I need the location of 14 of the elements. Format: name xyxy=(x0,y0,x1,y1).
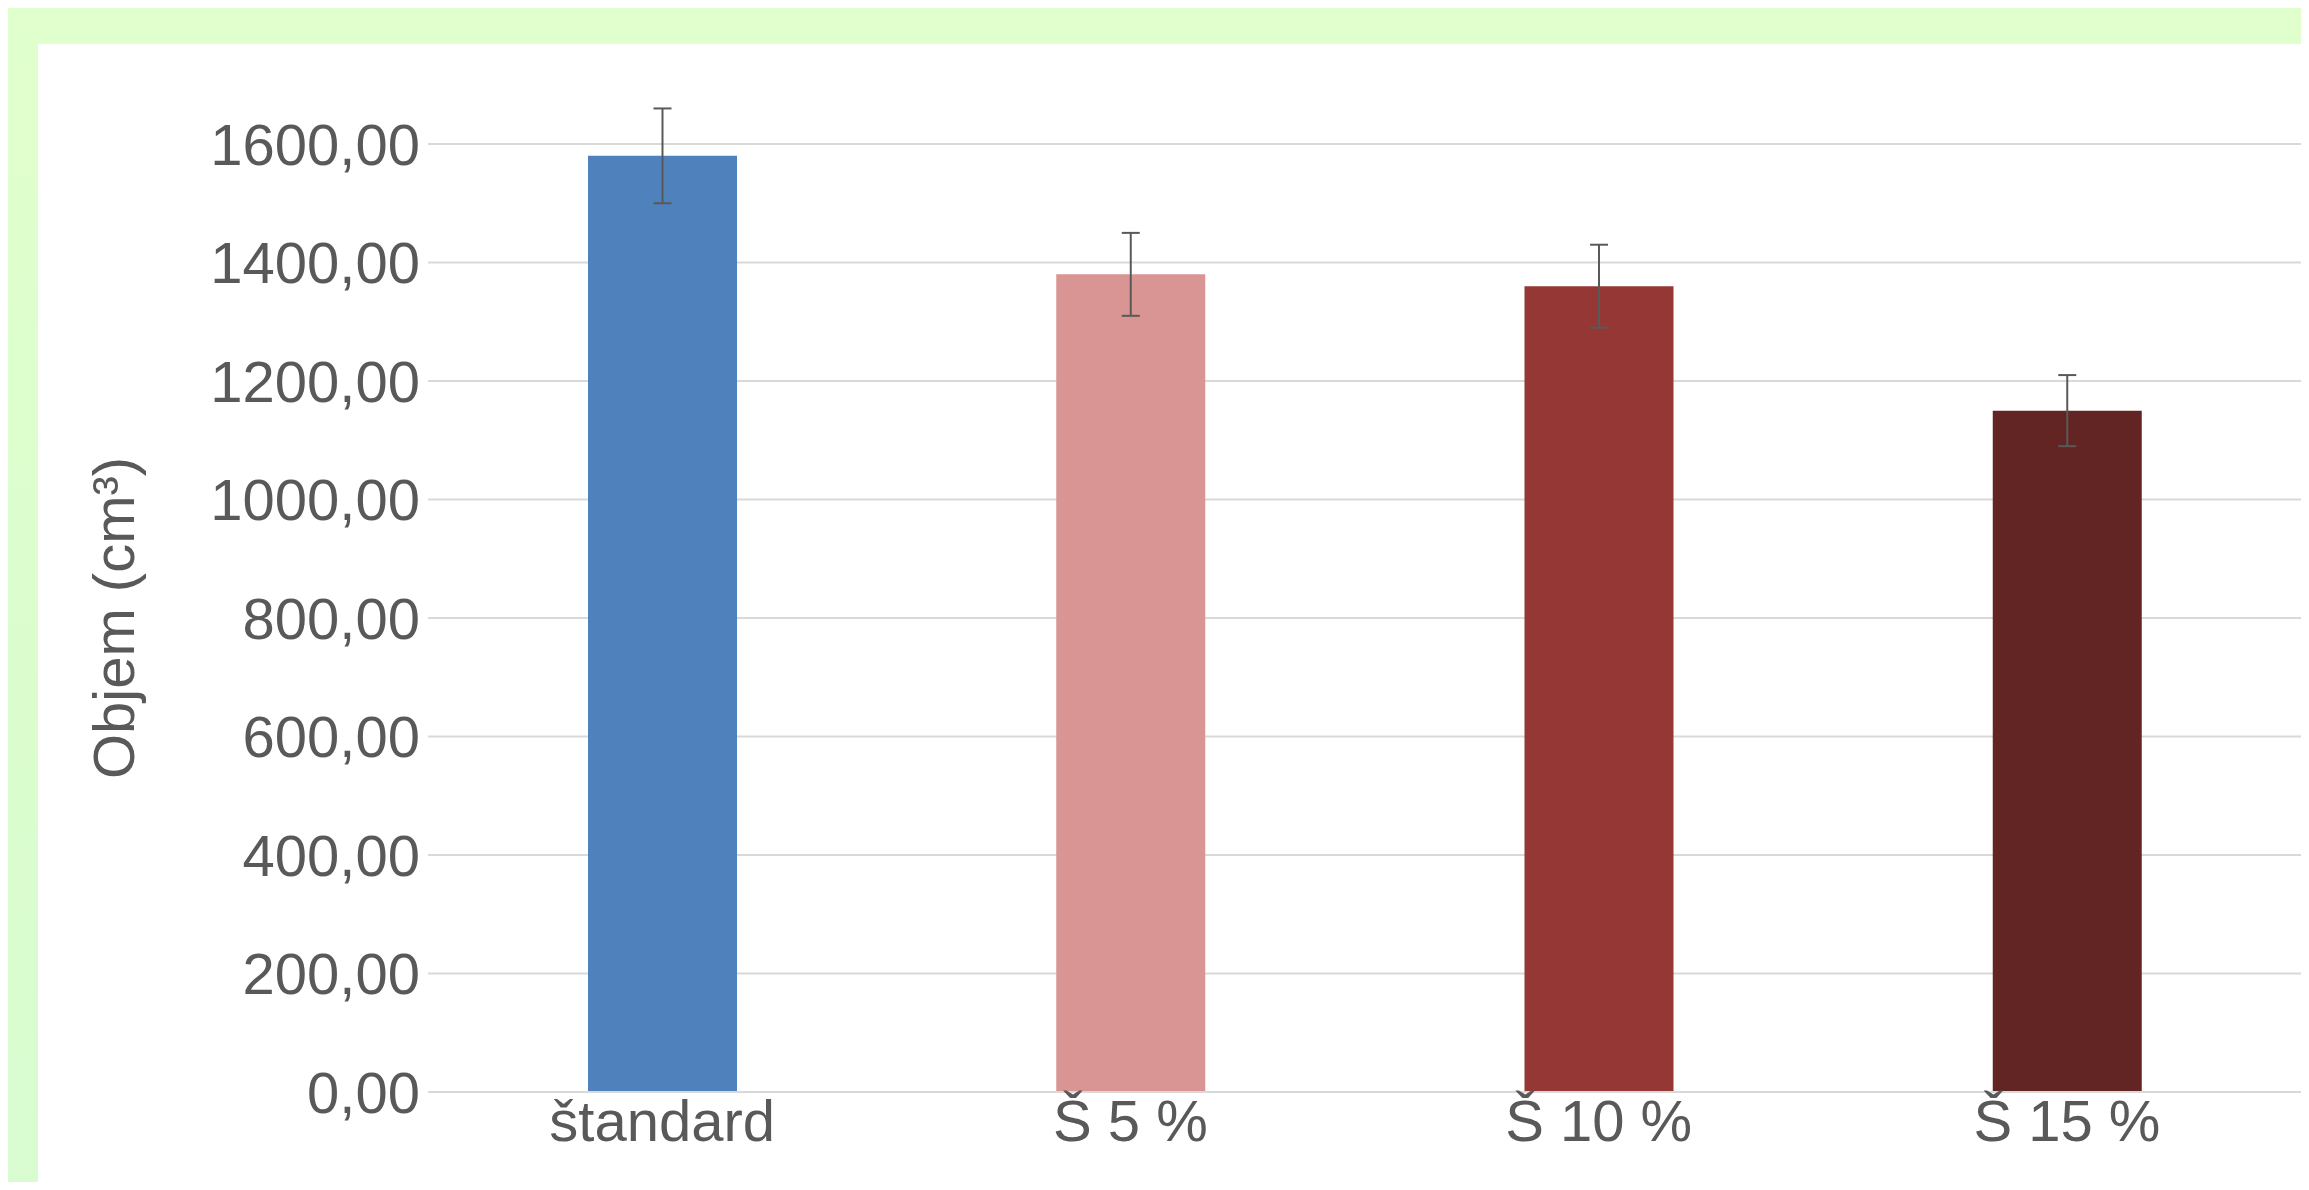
y-tick-label: 200,00 xyxy=(242,941,420,1007)
y-tick-label: 1400,00 xyxy=(210,230,420,296)
y-tick-label: 800,00 xyxy=(242,585,420,651)
x-tick-label: štandard xyxy=(549,1088,775,1154)
y-tick-label: 1600,00 xyxy=(210,111,420,177)
y-tick-label: 600,00 xyxy=(242,704,420,770)
x-tick-label: Š 5 % xyxy=(1053,1088,1208,1154)
y-tick-label: 400,00 xyxy=(242,822,420,888)
y-tick-label: 1200,00 xyxy=(210,348,420,414)
x-tick-label: Š 15 % xyxy=(1973,1088,2161,1154)
x-tick-label: Š 10 % xyxy=(1505,1088,1693,1154)
y-axis-title: Objem (cm³) xyxy=(80,456,146,780)
y-tick-label: 1000,00 xyxy=(210,467,420,533)
y-tick-label: 0,00 xyxy=(307,1059,420,1125)
